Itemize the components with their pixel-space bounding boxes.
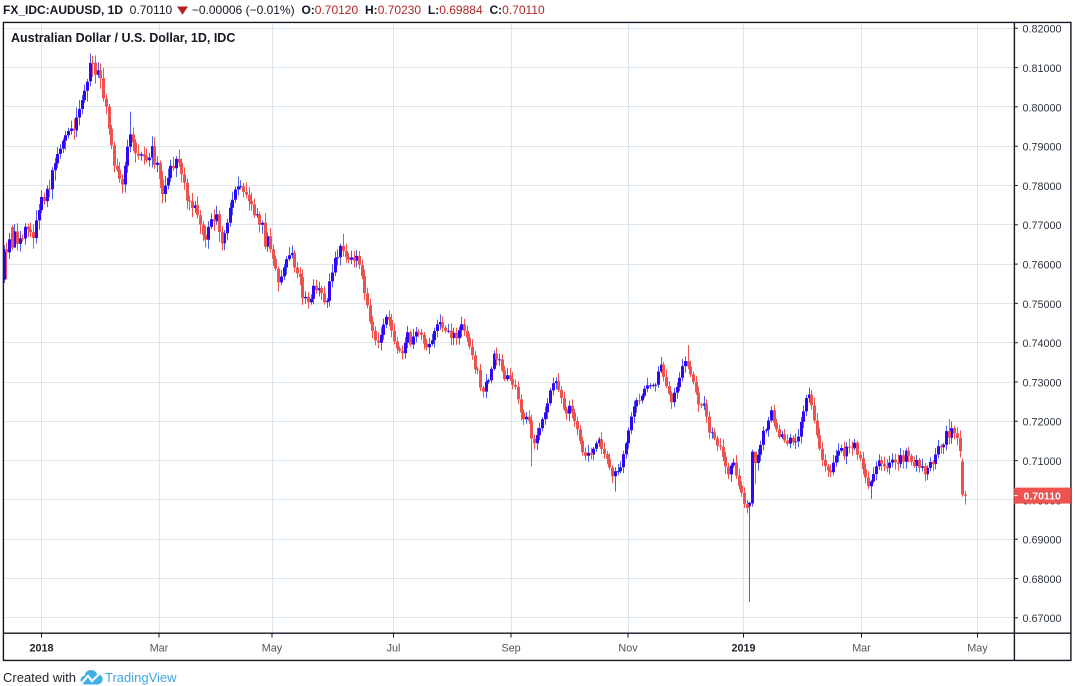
- svg-text:Mar: Mar: [852, 643, 871, 655]
- svg-text:0.82000: 0.82000: [1023, 24, 1062, 36]
- svg-text:0.77000: 0.77000: [1023, 220, 1062, 232]
- svg-text:Nov: Nov: [618, 643, 638, 655]
- svg-text:0.71000: 0.71000: [1023, 456, 1062, 468]
- svg-text:0.76000: 0.76000: [1023, 260, 1062, 272]
- svg-text:May: May: [967, 643, 988, 655]
- svg-text:0.79000: 0.79000: [1023, 142, 1062, 154]
- svg-text:2019: 2019: [731, 643, 755, 655]
- svg-text:0.81000: 0.81000: [1023, 63, 1062, 75]
- svg-text:Mar: Mar: [150, 643, 169, 655]
- svg-text:0.78000: 0.78000: [1023, 181, 1062, 193]
- svg-text:May: May: [262, 643, 283, 655]
- svg-text:0.74000: 0.74000: [1023, 338, 1062, 350]
- svg-text:0.73000: 0.73000: [1023, 377, 1062, 389]
- svg-text:Sep: Sep: [501, 643, 520, 655]
- svg-text:0.75000: 0.75000: [1023, 299, 1062, 311]
- svg-text:2018: 2018: [29, 643, 53, 655]
- svg-text:0.69000: 0.69000: [1023, 535, 1062, 547]
- svg-text:Jul: Jul: [387, 643, 401, 655]
- svg-text:0.70110: 0.70110: [1024, 491, 1062, 503]
- svg-text:0.68000: 0.68000: [1023, 574, 1062, 586]
- svg-text:0.72000: 0.72000: [1023, 417, 1062, 429]
- svg-text:0.80000: 0.80000: [1023, 102, 1062, 114]
- svg-text:0.67000: 0.67000: [1023, 613, 1062, 625]
